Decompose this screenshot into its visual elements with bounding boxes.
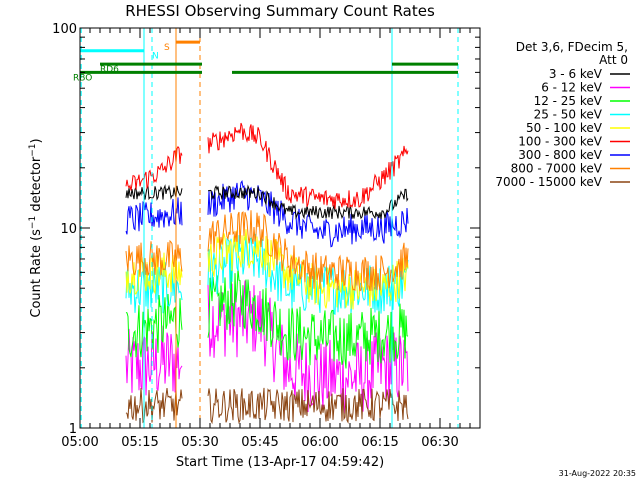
legend-entry-label: 12 - 25 keV bbox=[534, 94, 603, 108]
legend-entry-label: 100 - 300 keV bbox=[518, 135, 602, 149]
legend-header-line: Det 3,6, FDecim 5, bbox=[516, 40, 628, 54]
x-axis-label: Start Time (13-Apr-17 04:59:42) bbox=[176, 455, 384, 470]
y-axis-label-part: ) bbox=[29, 138, 44, 143]
y-axis-label-part: detector bbox=[29, 156, 44, 216]
series-line bbox=[125, 184, 183, 201]
x-tick-label: 05:45 bbox=[241, 435, 278, 450]
legend-entry-label: 6 - 12 keV bbox=[541, 81, 603, 95]
legend-entry-label: 50 - 100 keV bbox=[526, 121, 603, 135]
series-line bbox=[207, 180, 409, 248]
series-line bbox=[125, 145, 183, 191]
x-tick-label: 05:00 bbox=[61, 435, 98, 450]
legend-header-line: Att 0 bbox=[599, 53, 628, 67]
y-tick-label: 10 bbox=[60, 222, 77, 237]
x-tick-label: 05:30 bbox=[181, 435, 218, 450]
legend-entry-label: 7000 - 15000 keV bbox=[495, 175, 602, 189]
x-axis: 05:00 05:15 05:30 05:45 06:00 06:15 06:30 bbox=[61, 28, 481, 450]
series-line bbox=[125, 325, 183, 396]
plot-area: NS RBO RD6 bbox=[73, 28, 459, 428]
x-tick-label: 06:15 bbox=[361, 435, 398, 450]
series-line bbox=[207, 229, 409, 310]
legend-entry-label: 300 - 800 keV bbox=[518, 148, 602, 162]
y-tick-label: 100 bbox=[52, 22, 77, 37]
legend-entry-label: 25 - 50 keV bbox=[534, 108, 603, 122]
y-tick-label: 1 bbox=[69, 422, 77, 437]
series-line bbox=[207, 268, 409, 369]
y-axis-label-sup: −1 bbox=[28, 216, 38, 229]
x-tick-label: 06:00 bbox=[301, 435, 338, 450]
x-tick-label: 06:30 bbox=[421, 435, 458, 450]
series-line bbox=[207, 387, 409, 425]
flag-label: RBO bbox=[73, 73, 92, 83]
flag-label: N bbox=[152, 52, 159, 62]
legend-entry-label: 800 - 7000 keV bbox=[511, 162, 603, 176]
series-line bbox=[207, 280, 409, 414]
series-line bbox=[207, 210, 409, 292]
chart-title: RHESSI Observing Summary Count Rates bbox=[125, 2, 435, 20]
series-line bbox=[125, 293, 183, 358]
y-axis-label-part: Count Rate (s bbox=[29, 229, 44, 318]
series-line bbox=[125, 197, 183, 235]
flag-label: S bbox=[164, 43, 170, 53]
legend-entry-label: 3 - 6 keV bbox=[549, 67, 603, 81]
series-line bbox=[207, 122, 409, 209]
series-line bbox=[125, 262, 183, 314]
x-tick-label: 05:15 bbox=[121, 435, 158, 450]
footer-date: 31-Aug-2022 20:35 bbox=[559, 469, 636, 478]
y-axis: 1 10 100 bbox=[52, 22, 480, 437]
y-axis-label-sup: −1 bbox=[28, 143, 38, 156]
y-axis-label: Count Rate (s−1 detector−1) bbox=[28, 138, 44, 317]
series-line bbox=[125, 239, 183, 279]
flag-label: RD6 bbox=[100, 65, 119, 75]
series-line bbox=[125, 387, 183, 424]
series-line bbox=[207, 184, 409, 220]
